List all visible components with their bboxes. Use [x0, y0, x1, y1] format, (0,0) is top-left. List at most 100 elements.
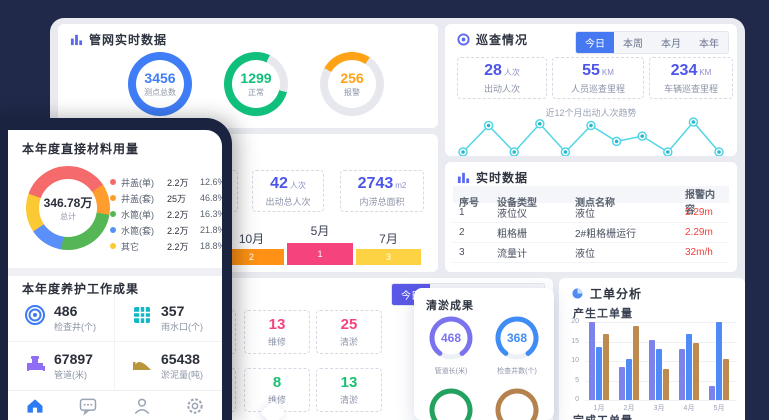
gauge-检查井数(个): 368检查井数(个): [486, 312, 548, 376]
legend-name: 井盖(套): [121, 192, 167, 205]
material-donut-chart: 346.78万 总计: [26, 166, 110, 250]
table-row[interactable]: 3流量计液位32m/h: [453, 243, 729, 263]
panel-patrol: 巡查情况 今日本周本月本年 28人次出动人次55KM人员巡查里程234KM车辆巡…: [445, 24, 737, 156]
alarm-value-cell: 32m/h: [685, 247, 723, 258]
legend-percent: 46.8%: [200, 193, 222, 203]
legend-value: 25万: [167, 192, 200, 205]
maintain-label: 管道(米): [54, 368, 93, 381]
work-stat-label: 维修: [268, 335, 286, 348]
target-icon: [24, 304, 46, 331]
legend-value: 2.2万: [167, 240, 200, 253]
maintain-value: 67897: [54, 351, 93, 367]
table-cell: 2#粗格栅运行: [575, 225, 685, 240]
gridline: [585, 322, 737, 323]
maintain-item: 357雨水口(个): [115, 294, 222, 342]
maintain-value: 357: [161, 303, 203, 319]
pipe-donut: 3456测点总数: [128, 52, 192, 116]
maintain-text: 357雨水口(个): [161, 303, 203, 333]
chart-subtitle-created: 产生工单量: [573, 305, 633, 321]
bar-series-2: [626, 359, 632, 400]
donut-label: 报警: [344, 87, 360, 98]
work-stat-box: 13 维修: [244, 310, 310, 354]
work-stat-label: 清淤: [340, 335, 358, 348]
work-stat-value: 13: [341, 374, 358, 391]
table-cell: 液位: [575, 205, 685, 220]
gauge-label: 管道长(米): [420, 366, 482, 376]
work-stat-box: 13清淤: [316, 368, 382, 412]
legend-name: 水篦(套): [121, 224, 167, 237]
stat-label: 内涝总面积: [359, 195, 404, 208]
gauge-partial: [420, 384, 482, 420]
panel-header: 工单分析: [571, 285, 642, 302]
y-axis-tick: 5: [563, 377, 579, 384]
gridline: [585, 400, 737, 401]
bar-series-2: [716, 322, 722, 400]
tab-本月[interactable]: 本月: [652, 32, 690, 53]
table-cell: 流量计: [497, 245, 575, 260]
user-icon[interactable]: [131, 395, 153, 417]
phone-screen: 本年度直接材料用量 346.78万 总计 井盖(单) 2.2万 12.6% 井盖(套)…: [8, 130, 222, 420]
chat-icon[interactable]: [77, 395, 99, 417]
sludge-icon: [131, 353, 153, 380]
material-legend: 井盖(单)2.2万12.6%井盖(套)25万46.8%水篦(单)2.2万16.3…: [110, 174, 222, 254]
legend-name: 水篦(单): [121, 208, 167, 221]
maintain-text: 486检查井(个): [54, 303, 96, 333]
pipe-donut-row: 3456测点总数 1299正常 256报警: [128, 52, 428, 116]
legend-percent: 12.6%: [200, 177, 222, 187]
work-stat-value: 13: [269, 316, 286, 333]
gear-icon[interactable]: [184, 395, 206, 417]
maintain-text: 67897管道(米): [54, 351, 93, 381]
bar-series-1: [649, 340, 655, 400]
maintain-label: 雨水口(个): [161, 320, 203, 333]
bar-series-3: [603, 334, 609, 400]
trend-line-chart: [455, 116, 727, 156]
tab-今日[interactable]: 今日: [576, 32, 614, 53]
maintain-text: 65438淤泥量(吨): [161, 351, 203, 381]
bar-series-3: [723, 359, 729, 400]
bar-series-2: [686, 334, 692, 400]
legend-item: 其它2.2万18.8%: [110, 238, 222, 254]
table-row[interactable]: 2粗格栅2#粗格栅运行2.29m: [453, 223, 729, 243]
home-icon[interactable]: [24, 395, 46, 417]
donut-total-value: 346.78万: [44, 194, 93, 211]
bar-series-2: [596, 347, 602, 400]
month-bar-segment[interactable]: 1: [287, 243, 353, 265]
bar-series-1: [619, 367, 625, 400]
month-bar-segment[interactable]: 3: [356, 249, 421, 265]
tab-本年[interactable]: 本年: [690, 32, 728, 53]
donut-value: 256: [340, 70, 363, 86]
panel-header: 巡查情况: [457, 31, 528, 48]
month-bar-value: 2: [249, 252, 254, 262]
legend-name: 其它: [121, 240, 167, 253]
section-divider: [8, 268, 222, 276]
legend-percent: 16.3%: [200, 209, 222, 219]
y-axis-tick: 20: [563, 318, 579, 325]
stat-unit: m2: [395, 181, 406, 190]
stat-box-patrol: 55KM人员巡查里程: [552, 57, 644, 99]
legend-item: 水篦(单)2.2万16.3%: [110, 206, 222, 222]
month-label: 5月: [287, 222, 353, 239]
stat-value: 2743m2: [358, 175, 407, 193]
donut-value: 3456: [144, 70, 175, 86]
legend-value: 2.2万: [167, 224, 200, 237]
stat-unit: KM: [602, 68, 614, 77]
bar-series-3: [633, 326, 639, 400]
bar-series-2: [656, 349, 662, 400]
pipe-donut: 1299正常: [224, 52, 288, 116]
svg-text:368: 368: [507, 331, 527, 345]
panel-pipe-realtime: 管网实时数据 3456测点总数1299正常256报警: [58, 24, 438, 128]
badge-icon: [457, 33, 470, 46]
donut-center: 3456测点总数: [136, 60, 184, 108]
bar-series-1: [709, 386, 715, 400]
material-panel-title: 本年度直接材料用量: [22, 140, 139, 157]
dashboard-background: 管网实时数据 3456测点总数1299正常256报警 42人次出动总人次2743…: [0, 0, 769, 420]
gauge-管道长(米): 468管道长(米): [420, 312, 482, 376]
legend-value: 2.2万: [167, 208, 200, 221]
patrol-tab-group: 今日本周本月本年: [575, 31, 729, 54]
legend-name: 井盖(单): [121, 176, 167, 189]
table-cell: 粗格栅: [497, 225, 575, 240]
panel-title: 巡查情况: [476, 31, 528, 48]
tab-本周[interactable]: 本周: [614, 32, 652, 53]
table-cell: 3: [459, 247, 497, 258]
panel-header: 实时数据: [457, 169, 528, 186]
